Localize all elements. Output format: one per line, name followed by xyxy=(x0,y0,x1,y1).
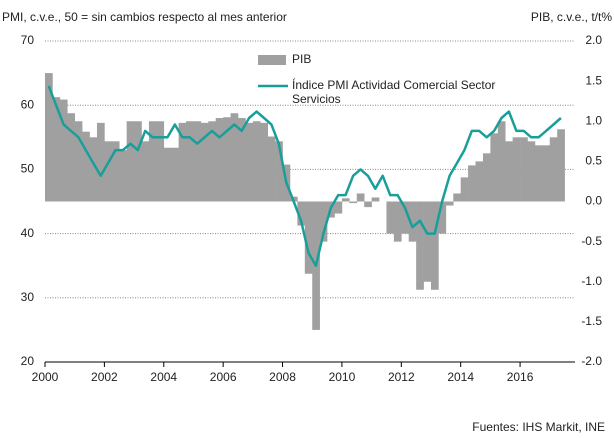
y-tick-label: 60 xyxy=(21,97,35,111)
x-tick-label: 2016 xyxy=(507,370,534,384)
bar xyxy=(252,121,261,202)
y2-tick-label: 1.0 xyxy=(585,113,602,127)
bar xyxy=(104,141,113,202)
bar xyxy=(171,147,179,202)
bar xyxy=(237,118,246,202)
bar xyxy=(490,133,499,202)
legend-label: PIB xyxy=(292,52,311,66)
bar xyxy=(82,131,90,202)
y-axis-title: PMI, c.v.e., 50 = sin cambios respecto a… xyxy=(2,10,287,24)
bar xyxy=(178,122,187,202)
bar xyxy=(245,122,254,202)
bar xyxy=(453,193,461,202)
bar xyxy=(45,73,53,202)
bar xyxy=(334,201,343,214)
bar xyxy=(520,137,528,202)
bar xyxy=(96,122,105,202)
bar xyxy=(148,121,157,202)
bar xyxy=(141,141,150,202)
y-tick-label: 20 xyxy=(21,354,35,368)
y2-tick-label: -0.5 xyxy=(581,234,602,248)
bar xyxy=(163,147,172,202)
x-tick-label: 2000 xyxy=(32,370,59,384)
bar xyxy=(356,193,365,202)
bar xyxy=(319,201,328,242)
y2-tick-label: 0.5 xyxy=(585,154,602,168)
bar xyxy=(52,97,61,202)
bar xyxy=(89,137,98,202)
bar xyxy=(341,198,350,202)
x-tick-label: 2010 xyxy=(329,370,356,384)
bar xyxy=(393,201,402,242)
bar xyxy=(430,201,439,290)
y-tick-label: 30 xyxy=(21,290,35,304)
legend-label: Índice PMI Actividad Comercial Sector Ser… xyxy=(292,77,495,106)
bar xyxy=(67,113,75,202)
bar xyxy=(260,122,268,202)
bar xyxy=(371,197,380,202)
x-tick-label: 2008 xyxy=(269,370,296,384)
bar xyxy=(111,141,120,202)
y2-tick-label: -2.0 xyxy=(581,354,602,368)
bar xyxy=(527,141,536,202)
y-tick-label: 50 xyxy=(21,162,35,176)
bar xyxy=(230,113,239,202)
x-tick-label: 2006 xyxy=(210,370,237,384)
bar xyxy=(297,201,306,226)
bar xyxy=(134,121,142,202)
bar xyxy=(119,150,127,202)
y2-axis-title: PIB, c.v.e., t/t% xyxy=(531,10,612,24)
bar xyxy=(423,201,432,282)
bar xyxy=(438,201,447,234)
bar xyxy=(349,201,358,204)
bar xyxy=(156,121,165,202)
bar xyxy=(475,161,484,202)
bar xyxy=(468,165,476,202)
bar xyxy=(445,201,454,206)
legend-swatch xyxy=(258,55,286,65)
line xyxy=(47,85,562,267)
bar xyxy=(208,121,217,202)
y2-tick-label: 0.0 xyxy=(585,194,602,208)
bar xyxy=(364,201,372,208)
bar xyxy=(401,201,410,234)
x-tick-label: 2004 xyxy=(150,370,177,384)
bar xyxy=(223,117,231,202)
x-tick-label: 2012 xyxy=(388,370,415,384)
bar xyxy=(497,121,506,202)
y-tick-label: 70 xyxy=(21,33,35,47)
bar xyxy=(215,118,224,202)
bar xyxy=(74,121,83,202)
y2-tick-label: -1.0 xyxy=(581,274,602,288)
bar xyxy=(186,121,194,202)
bar xyxy=(460,177,469,202)
bar xyxy=(275,141,283,202)
bar xyxy=(557,129,565,202)
bar xyxy=(534,145,543,202)
bar xyxy=(482,153,491,202)
bar xyxy=(386,201,395,234)
x-tick-label: 2014 xyxy=(447,370,474,384)
bar xyxy=(542,145,551,202)
bar xyxy=(549,137,558,202)
y2-tick-label: -1.5 xyxy=(581,314,602,328)
bar xyxy=(416,201,424,290)
bar xyxy=(193,121,202,202)
y-tick-label: 40 xyxy=(21,226,35,240)
bar xyxy=(304,201,313,274)
y2-tick-label: 1.5 xyxy=(585,73,602,87)
bar xyxy=(267,136,276,202)
bar xyxy=(126,121,135,202)
bar xyxy=(200,122,209,202)
x-tick-label: 2002 xyxy=(91,370,118,384)
bar xyxy=(408,201,417,242)
bar xyxy=(505,141,513,202)
bar xyxy=(59,99,68,202)
y2-tick-label: 2.0 xyxy=(585,33,602,47)
source-note: Fuentes: IHS Markit, INE xyxy=(472,420,605,434)
bar xyxy=(512,137,521,202)
